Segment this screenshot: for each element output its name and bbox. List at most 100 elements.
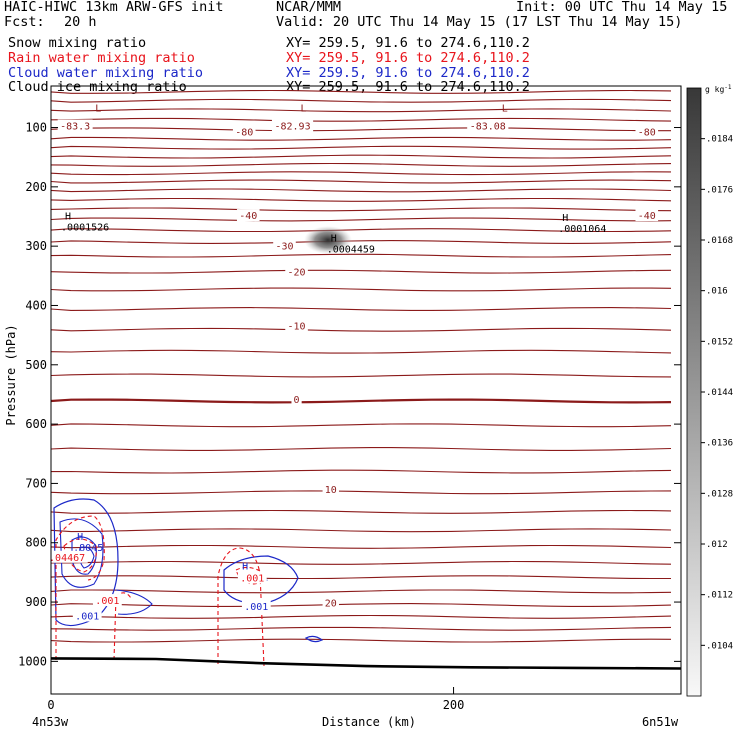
cloud-water-contour (115, 589, 153, 615)
colorbar-tick-label: .0152 (706, 337, 733, 347)
isotherm-line (50, 614, 672, 619)
legend-snow: Snow mixing ratio (8, 35, 147, 51)
cloud-water-contour (71, 536, 97, 575)
contour-value-label-bg (72, 609, 102, 622)
isotherm-line (50, 575, 671, 580)
contour-value-label: .001 (244, 602, 268, 613)
isotherm-line (51, 560, 672, 565)
legend-cloud-water: Cloud water mixing ratio (8, 65, 204, 81)
model-title: HAIC-HIWC 13km ARW-GFS init (4, 0, 224, 15)
isotherm-label: -40 (638, 211, 656, 222)
isotherm-line (50, 117, 672, 122)
isotherm-label-bg (291, 392, 302, 405)
y-tick-label: 500 (25, 358, 47, 372)
extremum-value: .0004459 (327, 244, 375, 255)
cloud-ice-maximum (304, 226, 352, 254)
isotherm-line (50, 253, 672, 258)
isotherm-label: -80 (638, 127, 656, 138)
isotherm-line (50, 207, 672, 212)
isotherm-line (50, 98, 672, 103)
legend-cloud-water-xy: XY= 259.5, 91.6 to 274.6,110.2 (286, 65, 530, 81)
colorbar-ticks: .0104 .0112 .012 .0128 .0136 .0144 .0152 .016 .0… (701, 135, 733, 651)
isotherm-line (50, 490, 672, 495)
colorbar-tick-label: .0112 (706, 591, 733, 601)
cloud-water-contour (59, 518, 104, 588)
isotherm-label-bg (236, 209, 260, 222)
isotherm-line (50, 398, 672, 404)
isotherm-line (50, 603, 672, 607)
contour-value-label-bg (237, 571, 267, 584)
isotherm-line (50, 179, 672, 184)
isotherm-label: -20 (288, 267, 306, 278)
low-marker: L (301, 104, 307, 115)
isotherm-line (50, 447, 672, 451)
isotherm-label-bg (57, 119, 93, 132)
isotherm-line (50, 154, 672, 159)
legend-cloud-ice: Cloud ice mixing ratio (8, 79, 187, 95)
isotherm-label-bg (322, 483, 339, 496)
isotherm-line (50, 228, 672, 233)
x-end-label: 6n51w (642, 715, 679, 729)
colorbar-tick-label: .0104 (706, 641, 733, 651)
x-tick-label: 0 (47, 698, 54, 712)
y-tick-label: 900 (25, 595, 47, 609)
x-axis-label: Distance (km) (322, 715, 416, 729)
isotherm-line (50, 469, 672, 474)
terrain-surface (50, 657, 682, 670)
isotherm-line (50, 171, 672, 176)
cloud-water-contour (304, 635, 324, 643)
low-marker: L (95, 104, 101, 115)
isotherm-line (50, 626, 672, 631)
isotherm-label: 0 (294, 395, 300, 406)
cloud-water-contour (53, 498, 119, 627)
isotherm-line (50, 162, 672, 167)
y-tick-label: 800 (25, 536, 47, 550)
isotherm-label-bg (285, 319, 308, 332)
legend-snow-xy: XY= 259.5, 91.6 to 274.6,110.2 (286, 35, 530, 51)
fcst-label: Fcst: (4, 14, 45, 30)
contour-labels: -83.3 -80 -82.93 -83.08 -80 -40 -40 -30 -20 -10 0 1… (46, 104, 659, 622)
isotherm-line (50, 423, 672, 428)
isotherm-line (50, 327, 672, 332)
contour-value-label-bg (241, 599, 271, 612)
isotherm-line (50, 528, 672, 533)
colorbar-tick-label: .0128 (706, 489, 733, 499)
colorbar-tick-label: .0144 (706, 388, 733, 398)
valid-time: Valid: 20 UTC Thu 14 May 15 (17 LST Thu … (276, 14, 683, 30)
isotherm-line (50, 307, 672, 311)
colorbar (686, 87, 702, 697)
colorbar-tick-label: .0184 (706, 135, 733, 145)
org-label: NCAR/MMM (276, 0, 342, 15)
colorbar-unit: g kg-1 (705, 84, 732, 94)
x-tick-label: 200 (443, 698, 465, 712)
extremum-value: .8045 (73, 543, 103, 554)
y-tick-label: 400 (25, 298, 47, 312)
colorbar-tick-label: .0168 (706, 236, 733, 246)
isotherm-line (50, 197, 672, 202)
isotherm-label-bg (322, 596, 339, 609)
fcst-value: 20 h (64, 14, 97, 30)
contour-value-label-bg (46, 550, 88, 563)
isotherm-label: -82.93 (274, 122, 310, 133)
isotherm-label-bg (285, 265, 308, 278)
high-marker: H (331, 233, 337, 244)
isotherm-line (50, 544, 672, 549)
isotherm-line (50, 589, 672, 594)
init-time: Init: 00 UTC Thu 14 May 15 (516, 0, 728, 15)
y-axis-label: Pressure (hPa) (4, 324, 18, 425)
isotherm-line (50, 188, 672, 193)
isotherm-line (50, 287, 672, 292)
colorbar-tick-label: .0176 (706, 185, 733, 195)
plot-frame (50, 85, 682, 695)
colorbar-tick-label: .012 (706, 540, 728, 550)
isotherm-label-bg (635, 209, 659, 222)
isotherm-line (50, 240, 672, 244)
y-tick-label: 700 (25, 476, 47, 490)
isotherm-label-bg (232, 125, 256, 138)
legend-rain: Rain water mixing ratio (8, 50, 195, 66)
high-marker: H (242, 561, 248, 572)
isotherm-label-bg (273, 239, 296, 252)
isotherm-line (50, 136, 672, 141)
isotherm-label-bg (635, 125, 659, 138)
